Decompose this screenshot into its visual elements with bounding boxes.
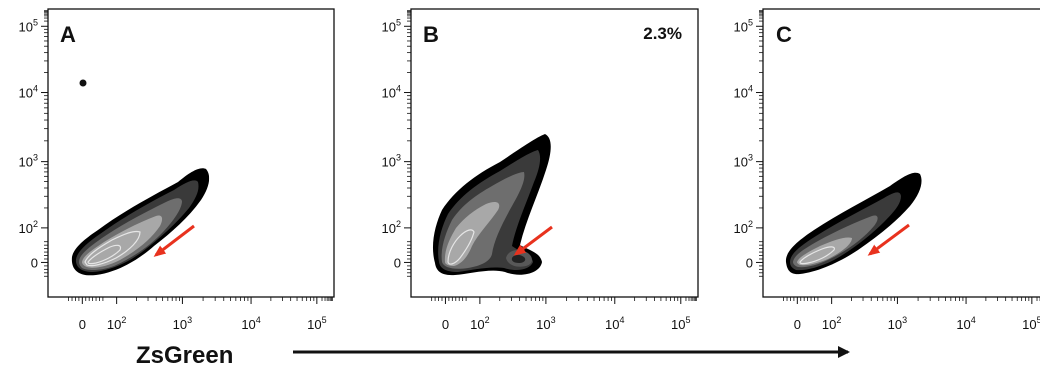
- contour-plot-b: [432, 134, 551, 276]
- y-tick-label: 104: [19, 84, 38, 101]
- panel-a: A 0 102 103 104 105 0 102 103 104 105: [19, 8, 335, 332]
- y-tick-label: 102: [382, 219, 401, 236]
- panel-annotation-b: 2.3%: [643, 24, 682, 43]
- x-tick-label: 104: [956, 315, 975, 332]
- contour-4-c: [797, 237, 852, 266]
- panel-label-a: A: [60, 22, 76, 47]
- panel-c: C 0 102 103 104 105 0 102 103 104 105: [734, 8, 1040, 332]
- y-tick-label: 103: [19, 153, 38, 170]
- x-tick-label: 102: [822, 315, 841, 332]
- sub-population-core-b: [511, 254, 526, 263]
- axes-a: 0 102 103 104 105 0 102 103 104 105: [19, 10, 333, 332]
- x-axis-title: ZsGreen: [136, 342, 233, 369]
- x-tick-label: 103: [888, 315, 907, 332]
- y-tick-label: 0: [746, 255, 753, 270]
- outlier-point-a: [80, 80, 87, 87]
- y-tick-label: 105: [734, 17, 753, 34]
- x-tick-label: 103: [173, 315, 192, 332]
- y-tick-label: 105: [19, 17, 38, 34]
- y-tick-label: 103: [382, 153, 401, 170]
- y-tick-label: 104: [734, 84, 753, 101]
- contour-6-a: [88, 245, 121, 263]
- y-tick-label: 102: [734, 219, 753, 236]
- y-tick-label: 103: [734, 153, 753, 170]
- contour-5-c: [799, 246, 835, 265]
- x-tick-label: 105: [307, 315, 326, 332]
- y-tick-label: 105: [382, 17, 401, 34]
- panel-label-c: C: [776, 22, 792, 47]
- contour-4-b: [444, 202, 500, 266]
- contour-plot-c: [785, 172, 922, 275]
- red-arrow-a: [153, 224, 195, 257]
- x-tick-label: 104: [605, 315, 624, 332]
- x-tick-label: 105: [1022, 315, 1040, 332]
- y-tick-label: 0: [394, 255, 401, 270]
- red-arrow-c: [867, 223, 910, 256]
- x-tick-label: 103: [536, 315, 555, 332]
- panel-label-b: B: [423, 22, 439, 47]
- contour-5-b: [447, 229, 475, 265]
- red-arrow-b: [513, 225, 553, 256]
- contour-4-a: [82, 215, 162, 267]
- y-tick-label: 0: [31, 255, 38, 270]
- x-tick-label: 102: [107, 315, 126, 332]
- panel-b: B 2.3% 0 102 103 104 105 0 102 103 104 105: [382, 8, 699, 332]
- x-tick-label: 0: [442, 317, 449, 332]
- y-tick-label: 102: [19, 219, 38, 236]
- contour-5-a: [85, 231, 140, 265]
- x-tick-label: 105: [671, 315, 690, 332]
- axes-b: 0 102 103 104 105 0 102 103 104 105: [382, 10, 697, 332]
- x-tick-label: 102: [470, 315, 489, 332]
- contour-plot-a: [72, 80, 209, 276]
- axes-c: 0 102 103 104 105 0 102 103 104 105: [734, 10, 1040, 332]
- y-tick-label: 104: [382, 84, 401, 101]
- x-tick-label: 0: [794, 317, 801, 332]
- x-tick-label: 104: [241, 315, 260, 332]
- x-tick-label: 0: [79, 317, 86, 332]
